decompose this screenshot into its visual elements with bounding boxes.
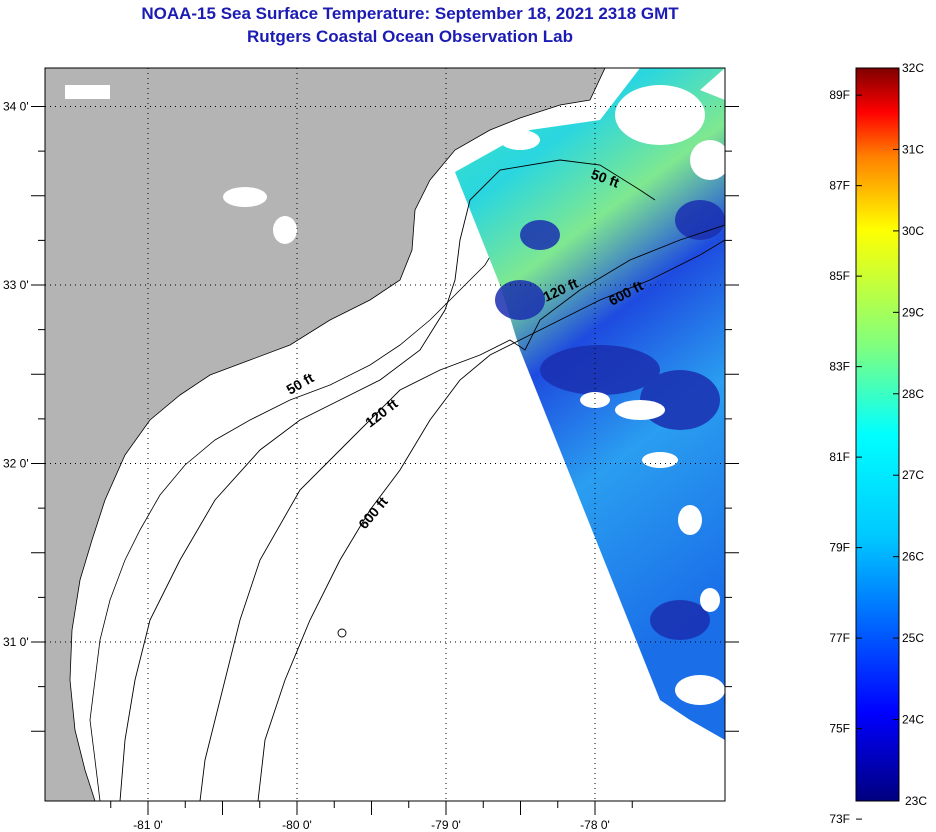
graticule [45,68,725,801]
colorbar-fahrenheit-label: 73F [829,812,850,826]
lon-tick-label: -80 0' [282,818,312,832]
lat-tick-label: 34 0' [3,100,29,114]
lon-tick-label: -78 0' [580,818,610,832]
land-lakes [65,85,297,244]
contour-seamount [337,628,347,638]
chart-subtitle: Rutgers Coastal Ocean Observation Lab [247,27,573,46]
lat-tick-label: 32 0' [3,457,29,471]
contour-600ft [257,239,725,801]
lat-tick-label: 31 0' [3,635,29,649]
lon-tick-label: -81 0' [133,818,163,832]
colorbar-fahrenheit-label: 87F [829,179,850,193]
map-frame [44,67,726,802]
colorbar-fahrenheit-label: 81F [829,450,850,464]
colorbar-celsius-label: 30C [902,224,924,238]
colorbar-celsius-label: 25C [902,631,924,645]
contour-120ft [199,224,725,801]
chart-title: NOAA-15 Sea Surface Temperature: Septemb… [141,4,679,23]
lat-tick-label: 33 0' [3,278,29,292]
colorbar-fahrenheit-label: 85F [829,269,850,283]
colorbar-fahrenheit-label: 89F [829,88,850,102]
lon-tick-label: -79 0' [431,818,461,832]
colorbar-fahrenheit-label: 75F [829,722,850,736]
land-area [45,68,606,801]
colorbar-fahrenheit-label: 83F [829,360,850,374]
colorbar-celsius-label: 31C [902,142,924,156]
colorbar-fahrenheit-label: 77F [829,631,850,645]
colorbar-celsius-label: 24C [902,713,924,727]
colorbar-celsius-label: 23C [905,794,927,808]
colorbar-celsius-label: 28C [902,387,924,401]
colorbar-celsius-label: 32C [902,61,924,75]
colorbar-celsius-label: 29C [902,305,924,319]
colorbar [855,67,900,802]
colorbar-celsius-label: 27C [902,468,924,482]
contour-50ft [119,159,656,801]
cold-patches [495,200,725,640]
colorbar-fahrenheit-label: 79F [829,541,850,555]
colorbar-celsius-label: 26C [902,550,924,564]
